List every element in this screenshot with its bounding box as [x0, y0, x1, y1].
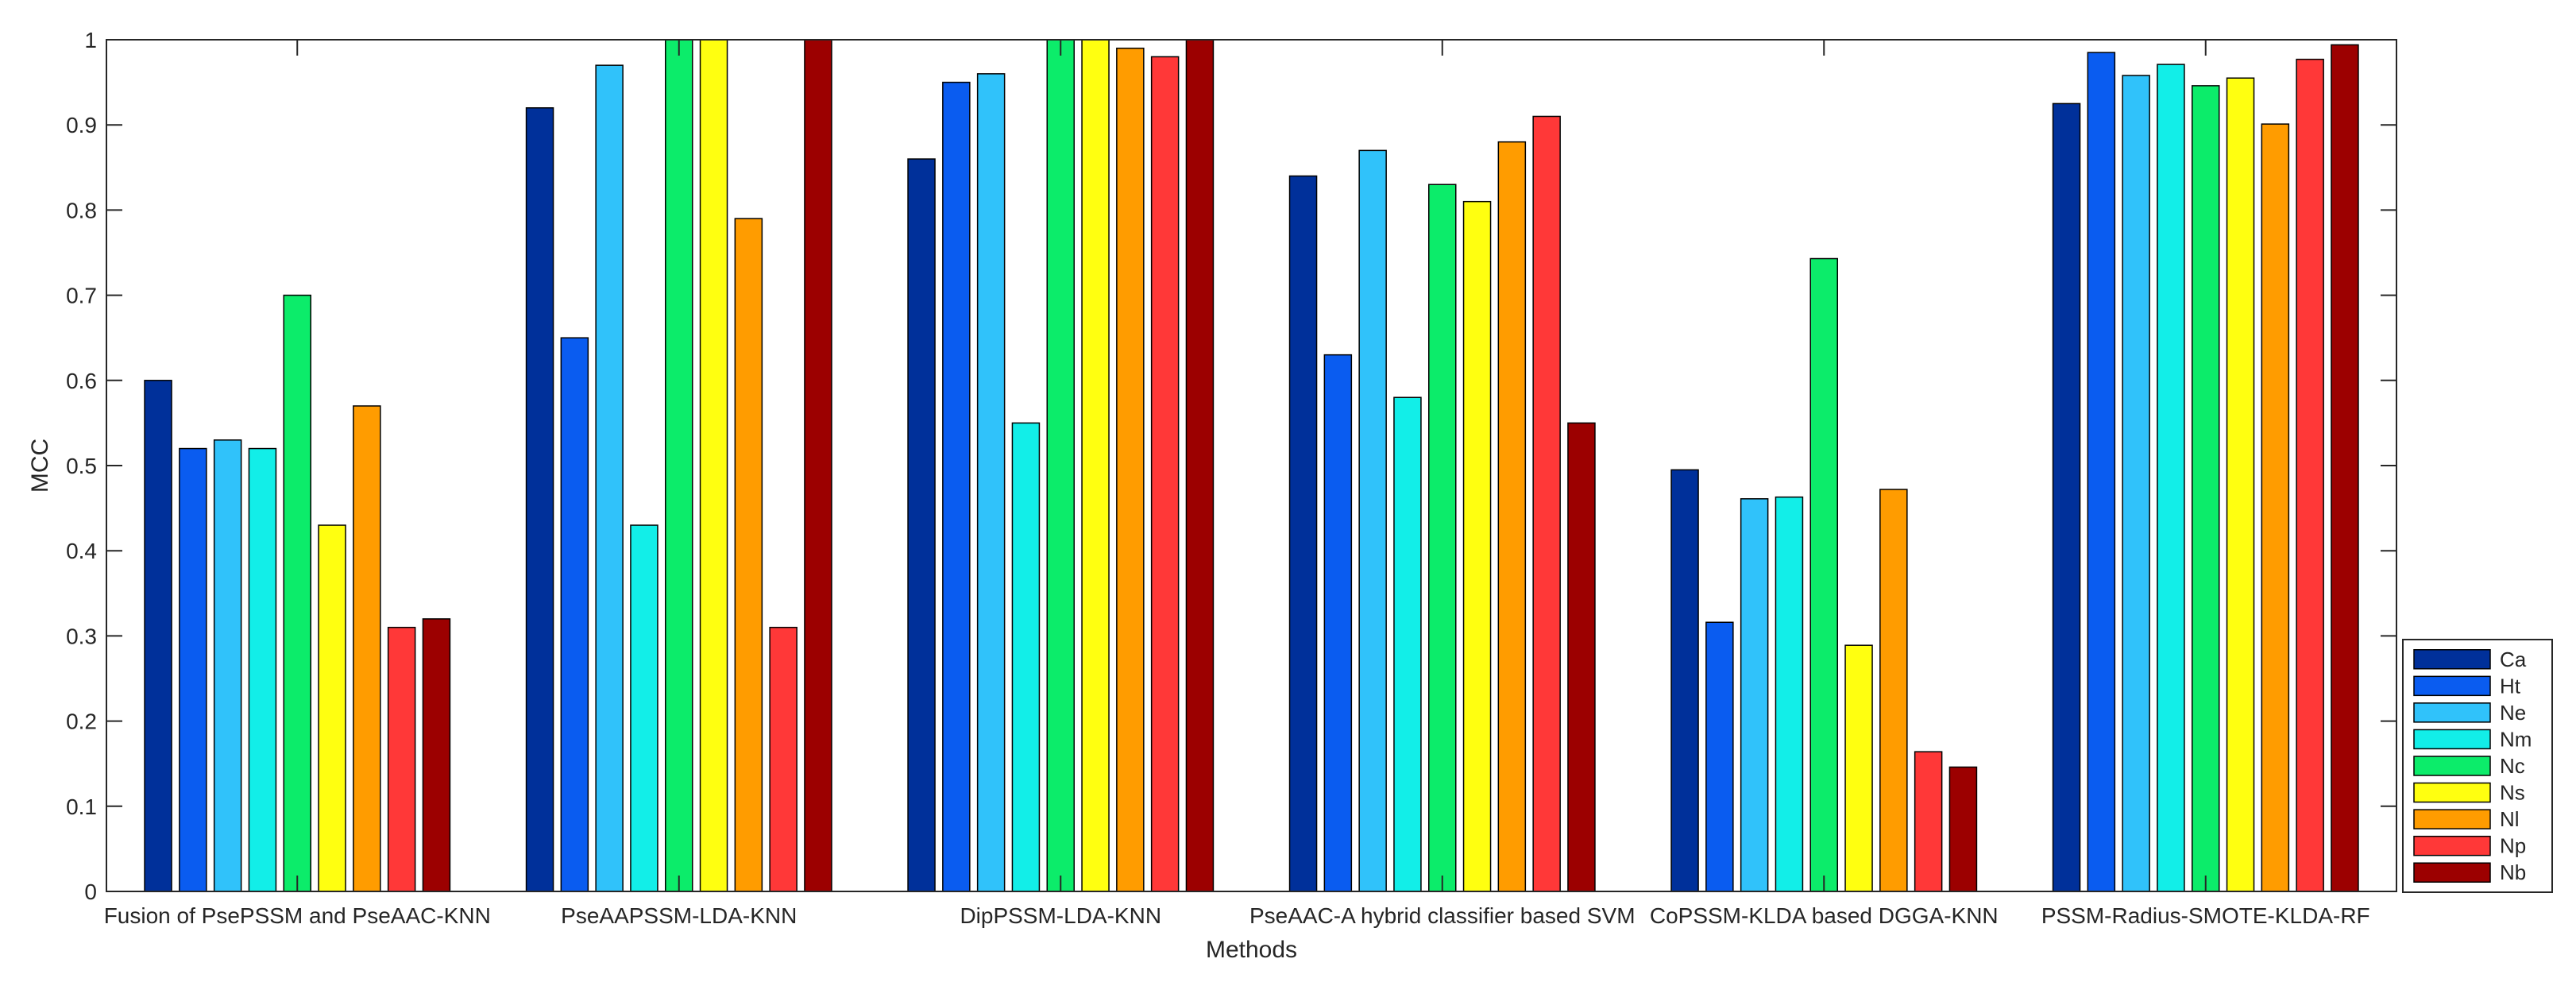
bar-ht-0: [179, 447, 207, 892]
legend-label-nl: Nl: [2500, 807, 2520, 831]
legend-swatch-nb: [2413, 862, 2491, 883]
bar-nc-3: [1428, 184, 1457, 892]
y-tick-label: 0.9: [66, 113, 97, 137]
y-tick-label: 0.6: [66, 369, 97, 393]
x-tick-label: PSSM-Radius-SMOTE-KLDA-RF: [2041, 903, 2370, 928]
bar-nm-3: [1393, 396, 1422, 892]
bar-nc-1: [665, 39, 693, 892]
bar-np-2: [1150, 56, 1180, 892]
legend-swatch-ht: [2413, 675, 2491, 697]
bar-nc-4: [1809, 257, 1838, 892]
bar-ca-2: [907, 158, 936, 892]
y-tick-label: 0.8: [66, 198, 97, 222]
bar-ca-4: [1670, 469, 1699, 892]
bar-np-4: [1914, 751, 1943, 892]
bar-ns-4: [1844, 644, 1873, 892]
bar-nb-2: [1185, 39, 1215, 892]
bar-np-3: [1532, 115, 1561, 892]
bar-np-5: [2296, 58, 2324, 892]
y-axis-ticks: 0 0.1 0.2 0.3 0.4 0.5 0.6 0.7 0.8 0.9 1: [66, 28, 2396, 904]
bar-nc-0: [283, 294, 311, 892]
legend-swatch-ca: [2413, 649, 2491, 670]
bar-nl-5: [2261, 123, 2290, 892]
bar-ht-1: [560, 337, 589, 892]
legend-swatch-ne: [2413, 702, 2491, 723]
legend-label-ca: Ca: [2500, 648, 2527, 671]
legend-label-nb: Nb: [2500, 860, 2526, 884]
y-tick-label: 0.3: [66, 624, 97, 648]
bar-nl-0: [353, 405, 381, 892]
bar-nb-0: [422, 618, 451, 892]
bar-ca-3: [1288, 175, 1318, 892]
bar-ns-1: [699, 39, 728, 892]
bar-nb-4: [1948, 766, 1978, 892]
legend-label-ne: Ne: [2500, 701, 2526, 725]
x-axis-label: Methods: [1206, 937, 1297, 963]
bar-ne-1: [595, 64, 624, 892]
bar-nl-4: [1879, 489, 1908, 892]
bar-ne-3: [1358, 149, 1387, 892]
bar-nc-2: [1046, 39, 1075, 892]
bar-ca-1: [525, 107, 554, 892]
bar-np-1: [769, 626, 798, 892]
x-axis-ticks: Fusion of PsePSSM and PseAAC-KNN PseAAPSS…: [104, 40, 2370, 928]
bar-nm-4: [1775, 496, 1804, 892]
y-tick-label: 0.2: [66, 709, 97, 734]
bar-ns-2: [1081, 39, 1110, 892]
bar-ca-5: [2052, 102, 2081, 892]
x-tick-label: PseAAC-A hybrid classifier based SVM: [1249, 903, 1636, 928]
bar-ne-4: [1740, 498, 1769, 892]
bar-nb-5: [2331, 44, 2359, 892]
legend-swatch-np: [2413, 835, 2491, 856]
bar-ht-5: [2087, 52, 2116, 892]
bar-ht-3: [1323, 354, 1353, 892]
y-tick-label: 0.5: [66, 454, 97, 478]
bar-ca-0: [144, 380, 172, 892]
bar-nm-1: [630, 524, 658, 892]
bar-ht-4: [1705, 621, 1734, 892]
legend-swatch-nm: [2413, 729, 2491, 750]
legend-swatch-nc: [2413, 756, 2491, 776]
y-tick-label: 0.7: [66, 284, 97, 308]
y-tick-label: 0.4: [66, 539, 97, 563]
x-tick-label: DipPSSM-LDA-KNN: [960, 903, 1161, 928]
legend-label-nm: Nm: [2500, 727, 2532, 751]
legend-label-ns: Ns: [2500, 781, 2525, 805]
x-tick-label: PseAAPSSM-LDA-KNN: [561, 903, 797, 928]
bar-nl-1: [734, 218, 763, 892]
legend-swatch-ns: [2413, 782, 2491, 803]
bar-ne-5: [2122, 75, 2150, 892]
bar-ne-0: [213, 439, 242, 892]
legend-swatch-nl: [2413, 809, 2491, 829]
legend-label-ht: Ht: [2500, 674, 2521, 698]
bar-ns-5: [2226, 77, 2255, 892]
bar-ht-2: [942, 81, 971, 892]
y-axis-label: MCC: [27, 439, 53, 493]
bar-nc-5: [2192, 85, 2220, 892]
y-tick-label: 1: [84, 28, 97, 52]
bar-nl-2: [1116, 47, 1145, 892]
bar-nl-3: [1497, 141, 1527, 892]
bars-group: [144, 39, 2359, 892]
bar-nm-5: [2157, 64, 2185, 892]
bar-ns-0: [318, 524, 346, 892]
bar-nb-1: [804, 39, 832, 892]
x-tick-label: Fusion of PsePSSM and PseAAC-KNN: [104, 903, 491, 928]
bar-np-0: [387, 626, 416, 892]
bar-nb-3: [1567, 422, 1596, 892]
bar-ns-3: [1462, 200, 1492, 892]
bar-ne-2: [976, 73, 1006, 892]
bar-nm-2: [1011, 422, 1041, 892]
y-tick-label: 0.1: [66, 794, 97, 819]
y-tick-label: 0: [84, 880, 97, 904]
legend-label-np: Np: [2500, 834, 2526, 858]
bar-nm-0: [248, 447, 277, 892]
x-tick-label: CoPSSM-KLDA based DGGA-KNN: [1650, 903, 1999, 928]
legend-label-nc: Nc: [2500, 754, 2525, 778]
